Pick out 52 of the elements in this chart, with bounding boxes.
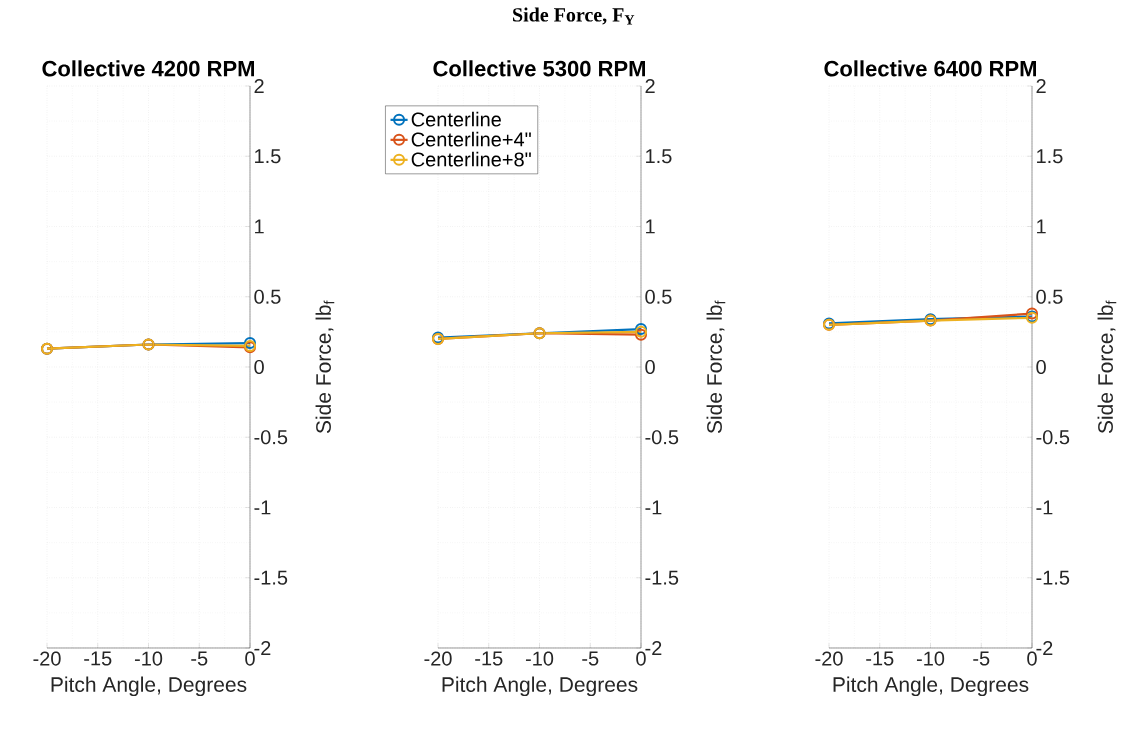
y-axis-title: Side Force, lb$_{f}$ [1097, 300, 1117, 434]
x-tick-label: -5 [582, 651, 599, 666]
y-tick-label: 2 [1036, 79, 1046, 93]
y-tick-label: 2 [254, 79, 264, 93]
y-tick-label: -0.5 [254, 430, 288, 445]
y-axis-title: Side Force, lb$_{f}$ [706, 300, 726, 434]
x-tick-label: -10 [525, 651, 554, 666]
x-tick-label: -5 [973, 651, 990, 666]
y-tick-label: -2 [645, 641, 662, 655]
legend-label: Centerline [411, 111, 501, 127]
y-tick-label: 1 [1037, 219, 1046, 234]
y-tick-label: 0 [1036, 359, 1046, 375]
x-axis-title: Pitch Angle, Degrees [833, 676, 1029, 697]
y-tick-label: 1.5 [1037, 149, 1063, 164]
y-tick-label: 0 [254, 359, 264, 375]
y-tick-label: -2 [1036, 641, 1053, 655]
x-tick-label: -20 [815, 651, 843, 666]
y-tick-label: -2 [254, 641, 271, 655]
y-tick-label: 2 [645, 79, 655, 93]
chart-title: Collective 4200 RPM [42, 60, 254, 77]
chart-title: Collective 6400 RPM [824, 60, 1036, 77]
x-tick-label: -15 [866, 651, 894, 666]
y-tick-label: -1 [645, 500, 662, 515]
y-tick-label: 0.5 [1036, 289, 1063, 304]
text: Side Force, F$_{Y}$ [513, 7, 635, 25]
x-tick-label: -20 [33, 651, 61, 666]
x-tick-label: -20 [424, 651, 452, 666]
x-tick-label: -10 [134, 651, 163, 666]
y-tick-label: 1.5 [646, 149, 672, 164]
y-tick-label: -1.5 [254, 570, 288, 585]
y-tick-label: -1 [1036, 500, 1053, 515]
y-tick-label: 1 [646, 219, 655, 234]
y-tick-label: 1 [255, 219, 264, 234]
legend-label: Centerline+8" [411, 151, 531, 167]
x-tick-label: -15 [84, 651, 112, 666]
x-axis-title: Pitch Angle, Degrees [442, 676, 638, 697]
y-tick-label: 0 [645, 359, 655, 375]
x-tick-label: -10 [916, 651, 945, 666]
y-tick-label: -1 [254, 500, 271, 515]
y-tick-label: -0.5 [645, 430, 679, 445]
legend-label: Centerline+4" [411, 131, 531, 147]
x-tick-label: -5 [191, 651, 208, 666]
y-axis-title: Side Force, lb$_{f}$ [315, 300, 335, 434]
y-tick-label: -1.5 [645, 570, 679, 585]
y-tick-label: -1.5 [1036, 570, 1070, 585]
chart-title: Collective 5300 RPM [433, 60, 645, 77]
y-tick-label: 0.5 [645, 289, 672, 304]
x-axis-title: Pitch Angle, Degrees [51, 676, 247, 697]
x-tick-label: -15 [475, 651, 503, 666]
y-tick-label: 1.5 [255, 149, 281, 164]
y-tick-label: -0.5 [1036, 430, 1070, 445]
y-tick-label: 0.5 [254, 289, 281, 304]
